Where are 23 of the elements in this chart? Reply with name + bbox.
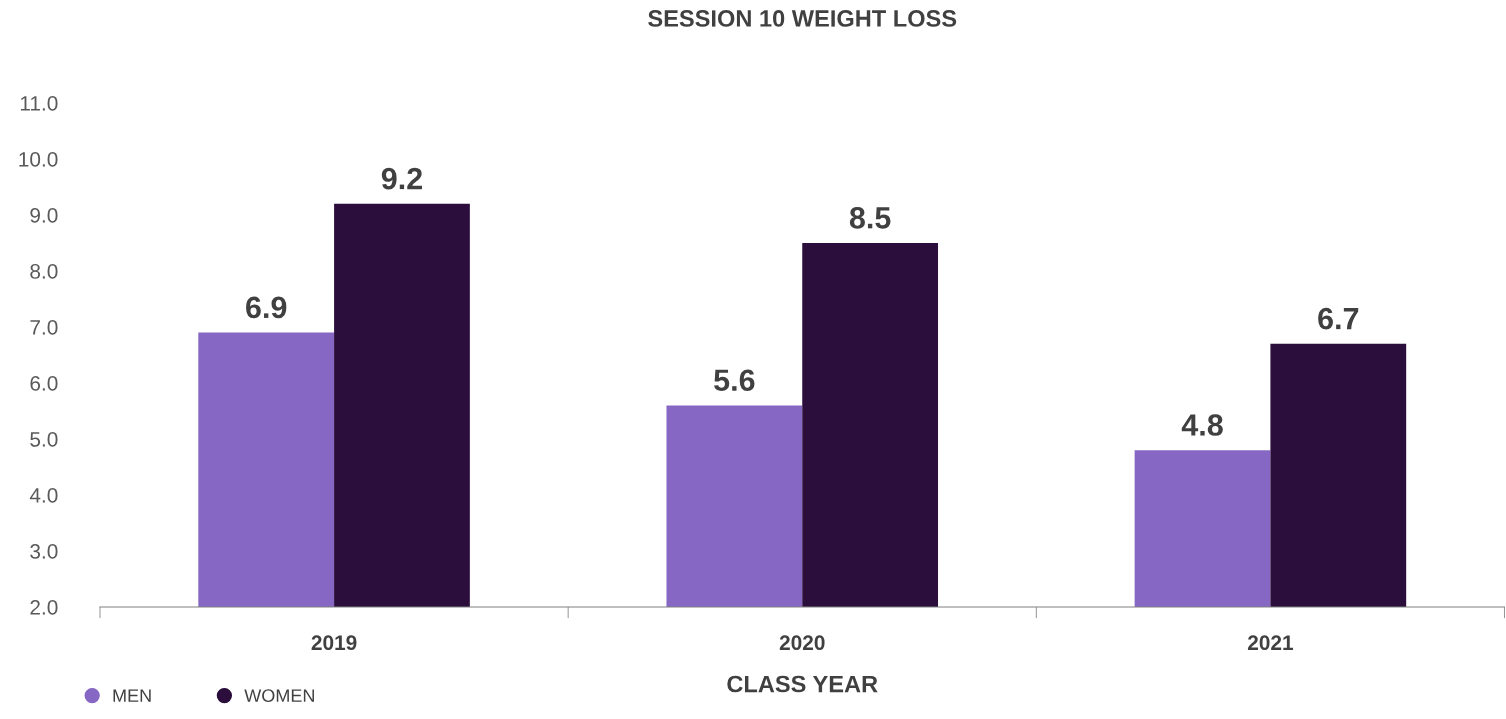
x-tick-label: 2021 <box>1247 635 1294 651</box>
legend-label: WOMEN <box>244 689 314 703</box>
x-tick-label: 2019 <box>311 635 357 651</box>
y-tick-label: 4.0 <box>29 488 58 503</box>
y-tick-label: 11.0 <box>20 96 58 111</box>
y-tick-label: 2.0 <box>30 600 58 615</box>
y-tick-label: 3.0 <box>30 544 58 559</box>
y-tick-label: 10.0 <box>19 152 58 167</box>
data-label: 6.9 <box>246 296 287 319</box>
data-label: 6.7 <box>1318 307 1359 330</box>
y-tick-label: 5.0 <box>30 432 58 447</box>
data-label: 8.5 <box>849 206 891 229</box>
y-tick-label: 9.0 <box>30 208 58 223</box>
y-tick-label: 6.0 <box>30 376 58 391</box>
data-label: 4.8 <box>1181 414 1223 436</box>
legend-label: MEN <box>113 689 151 702</box>
data-label: 5.6 <box>714 369 755 392</box>
x-tick-label: 2020 <box>779 635 825 651</box>
data-label: 9.2 <box>381 167 422 190</box>
y-tick-label: 8.0 <box>30 264 58 279</box>
chart-title: SESSION 10 WEIGHT LOSS <box>648 10 957 27</box>
x-axis-title: CLASS YEAR <box>727 675 878 693</box>
y-tick-label: 7.0 <box>30 320 58 335</box>
